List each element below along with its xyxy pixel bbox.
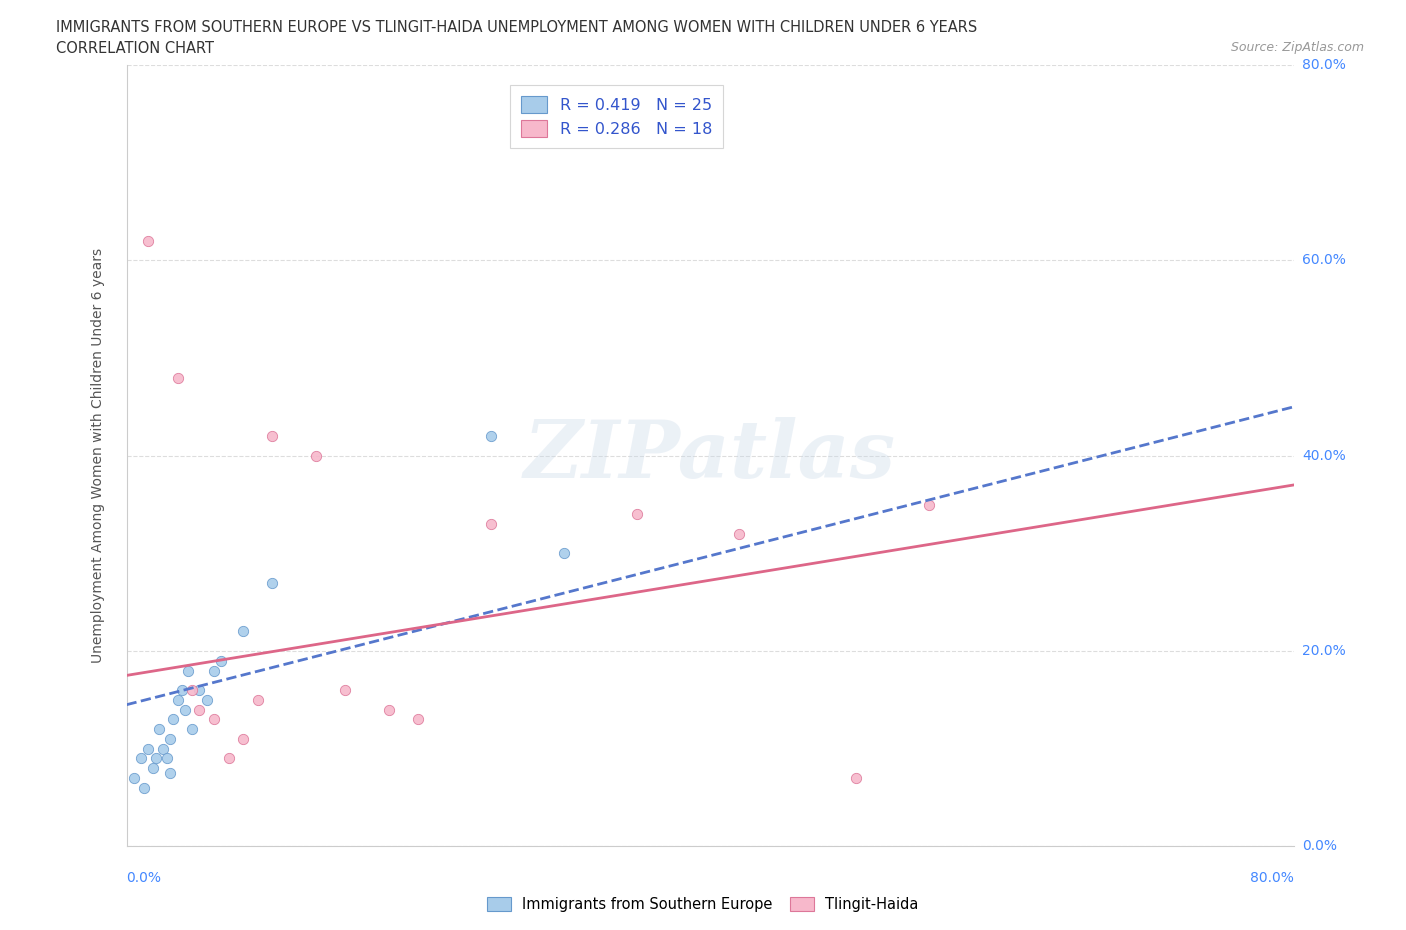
Point	[166, 370, 188, 385]
Text: ZIPatlas: ZIPatlas	[524, 417, 896, 495]
Point	[232, 731, 254, 746]
Point	[156, 751, 179, 766]
Point	[162, 712, 184, 727]
Point	[181, 722, 204, 737]
Point	[728, 526, 751, 541]
Point	[159, 731, 181, 746]
Point	[148, 722, 170, 737]
Point	[335, 683, 357, 698]
Point	[129, 751, 152, 766]
Text: 60.0%: 60.0%	[1302, 253, 1346, 268]
Text: 40.0%: 40.0%	[1302, 448, 1346, 463]
Text: IMMIGRANTS FROM SOUTHERN EUROPE VS TLINGIT-HAIDA UNEMPLOYMENT AMONG WOMEN WITH C: IMMIGRANTS FROM SOUTHERN EUROPE VS TLING…	[56, 20, 977, 35]
Point	[262, 575, 284, 591]
Point	[174, 702, 197, 717]
Point	[132, 780, 155, 795]
Point	[122, 770, 145, 785]
Point	[188, 702, 211, 717]
Point	[159, 765, 181, 780]
Text: 0.0%: 0.0%	[127, 871, 162, 885]
Point	[138, 233, 160, 248]
Text: CORRELATION CHART: CORRELATION CHART	[56, 41, 214, 56]
Point	[246, 692, 269, 708]
Point	[479, 429, 502, 444]
Point	[209, 653, 232, 668]
Text: 80.0%: 80.0%	[1302, 58, 1346, 73]
Point	[195, 692, 218, 708]
Point	[262, 429, 284, 444]
Point	[845, 770, 868, 785]
Point	[181, 683, 204, 698]
Point	[177, 663, 200, 678]
Legend: R = 0.419   N = 25, R = 0.286   N = 18: R = 0.419 N = 25, R = 0.286 N = 18	[510, 85, 723, 149]
Point	[170, 683, 193, 698]
Point	[188, 683, 211, 698]
Point	[408, 712, 430, 727]
Point	[138, 741, 160, 756]
Text: 20.0%: 20.0%	[1302, 644, 1346, 658]
Point	[232, 624, 254, 639]
Point	[152, 741, 174, 756]
Legend: Immigrants from Southern Europe, Tlingit-Haida: Immigrants from Southern Europe, Tlingit…	[481, 891, 925, 918]
Y-axis label: Unemployment Among Women with Children Under 6 years: Unemployment Among Women with Children U…	[91, 248, 105, 663]
Point	[305, 448, 328, 463]
Point	[626, 507, 648, 522]
Point	[142, 761, 165, 776]
Text: 0.0%: 0.0%	[1302, 839, 1337, 854]
Point	[553, 546, 575, 561]
Point	[202, 712, 225, 727]
Point	[218, 751, 240, 766]
Point	[145, 751, 167, 766]
Text: 80.0%: 80.0%	[1250, 871, 1294, 885]
Point	[378, 702, 401, 717]
Point	[202, 663, 225, 678]
Text: Source: ZipAtlas.com: Source: ZipAtlas.com	[1230, 41, 1364, 54]
Point	[918, 497, 941, 512]
Point	[479, 517, 502, 532]
Point	[166, 692, 188, 708]
